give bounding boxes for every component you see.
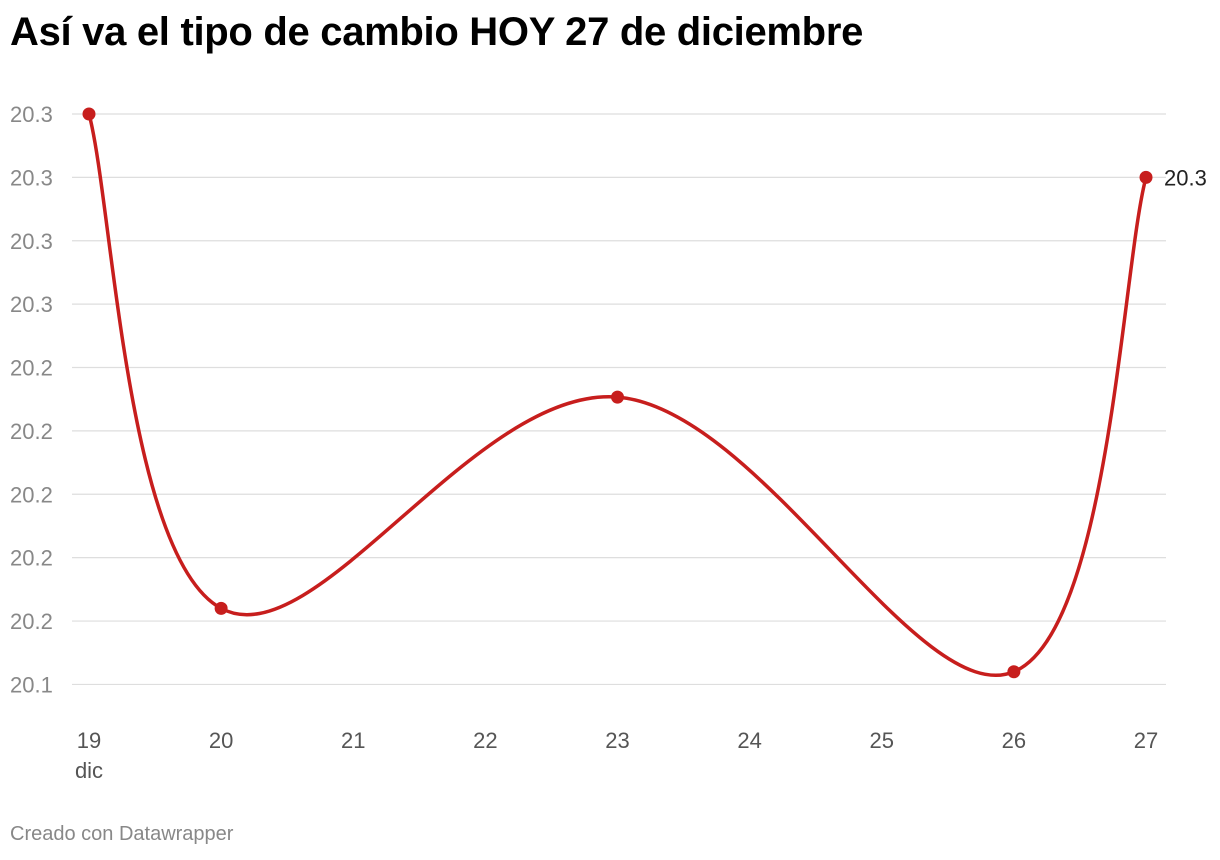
y-tick-label: 20.3: [10, 292, 53, 317]
y-tick-label: 20.3: [10, 102, 53, 127]
x-tick-sublabel: dic: [75, 758, 103, 783]
data-point: [1139, 170, 1153, 184]
y-tick-label: 20.2: [10, 546, 53, 571]
y-tick-label: 20.1: [10, 672, 53, 697]
x-tick-label: 24: [737, 728, 761, 753]
line-chart: 20.3 20.3 20.3 20.3 20.2 20.2 20.2 20.2 20.2 20.1…: [10, 102, 1207, 783]
data-point: [214, 601, 228, 615]
end-value-label: 20.3: [1164, 165, 1207, 190]
y-tick-label: 20.2: [10, 356, 53, 381]
y-tick-label: 20.3: [10, 165, 53, 190]
x-tick-label: 25: [870, 728, 894, 753]
x-tick-label: 27: [1134, 728, 1158, 753]
data-point: [611, 390, 624, 404]
x-tick-label: 19: [77, 728, 101, 753]
data-point: [82, 107, 96, 121]
y-tick-label: 20.3: [10, 229, 53, 254]
y-tick-label: 20.2: [10, 482, 53, 507]
x-axis-ticks: 19 dic 20 21 22 23 24 25 26 27: [75, 728, 1158, 783]
data-point: [1007, 665, 1021, 679]
datawrapper-credit: Creado con Datawrapper: [10, 823, 234, 845]
y-axis-ticks: 20.3 20.3 20.3 20.3 20.2 20.2 20.2 20.2 20.2 20.1: [10, 102, 53, 697]
x-tick-label: 26: [1002, 728, 1026, 753]
x-tick-label: 23: [605, 728, 629, 753]
chart-title: Así va el tipo de cambio HOY 27 de dicie…: [10, 10, 864, 54]
data-points: [82, 107, 1153, 679]
y-tick-label: 20.2: [10, 419, 53, 444]
x-tick-label: 22: [473, 728, 497, 753]
y-tick-label: 20.2: [10, 609, 53, 634]
x-tick-label: 20: [209, 728, 233, 753]
x-tick-label: 21: [341, 728, 365, 753]
gridlines: [72, 113, 1166, 686]
